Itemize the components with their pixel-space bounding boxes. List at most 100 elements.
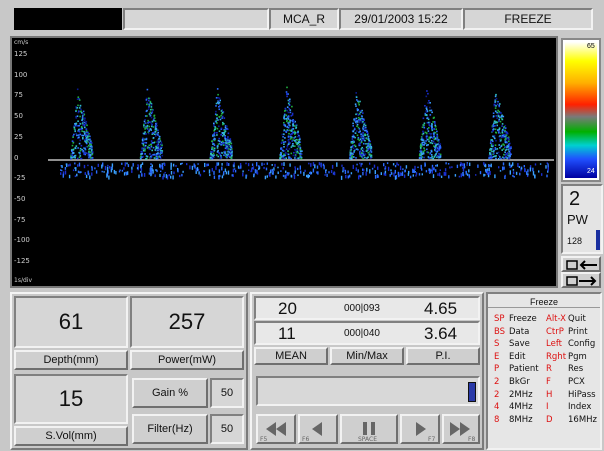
key-action: PCX bbox=[568, 377, 585, 387]
key-code: D bbox=[546, 414, 553, 425]
key-code: Rght bbox=[546, 351, 567, 362]
fast-forward-key-label: F8 bbox=[468, 436, 476, 443]
scroll-right-button[interactable] bbox=[561, 272, 601, 288]
key-action: BkGr bbox=[509, 377, 530, 387]
step-forward-icon bbox=[416, 422, 426, 436]
key-code: BS bbox=[494, 326, 506, 337]
cardiac-cycle bbox=[131, 88, 200, 180]
step-back-icon bbox=[312, 422, 322, 436]
key-action: Save bbox=[509, 339, 530, 350]
key-legend-row: P Patient R Res bbox=[494, 364, 596, 375]
pause-icon bbox=[363, 422, 375, 435]
diastolic-minmax: 000|040 bbox=[344, 328, 380, 339]
systolic-minmax: 000|093 bbox=[344, 303, 380, 314]
key-code: I bbox=[546, 402, 549, 413]
sample-value: 128 bbox=[567, 236, 583, 246]
gate-number: 2 bbox=[569, 188, 581, 210]
key-code: E bbox=[494, 351, 500, 362]
step-back-button[interactable]: F6 bbox=[298, 414, 338, 444]
gate-mode: PW bbox=[567, 212, 588, 227]
mode-label: FREEZE bbox=[463, 8, 593, 30]
y-tick-label: 100 bbox=[14, 70, 28, 79]
systolic-value: 20 bbox=[278, 299, 297, 318]
key-legend-title: Freeze bbox=[488, 296, 600, 308]
cardiac-cycle bbox=[340, 92, 410, 180]
key-action: 16MHz bbox=[568, 414, 598, 425]
power-button[interactable]: Power(mW) bbox=[130, 350, 244, 370]
key-action: 2MHz bbox=[509, 389, 533, 400]
rewind-key-label: F5 bbox=[260, 436, 268, 443]
key-code: R bbox=[546, 364, 552, 375]
power-value: 257 bbox=[130, 296, 244, 348]
key-action: Print bbox=[568, 326, 588, 337]
y-tick-label: 25 bbox=[14, 132, 23, 141]
pause-button[interactable]: SPACE bbox=[340, 414, 398, 444]
y-tick-label: -50 bbox=[14, 194, 26, 203]
measurement-row-2: 11 000|040 3.64 bbox=[254, 321, 480, 345]
rewind-icon bbox=[266, 422, 286, 436]
key-action: Data bbox=[509, 326, 530, 337]
y-tick-label: -100 bbox=[14, 236, 30, 245]
y-tick-label: -75 bbox=[14, 215, 26, 224]
fast-forward-button[interactable]: F8 bbox=[442, 414, 480, 444]
level-indicator bbox=[596, 230, 600, 250]
y-tick-label: 50 bbox=[14, 112, 23, 121]
diastolic-value: 11 bbox=[278, 324, 296, 343]
key-legend-row: E Edit Rght Pgm bbox=[494, 352, 596, 363]
step-forward-button[interactable]: F7 bbox=[400, 414, 440, 444]
key-action: Patient bbox=[509, 364, 539, 375]
measurement-row-1: 20 000|093 4.65 bbox=[254, 296, 480, 320]
key-legend-row: 8 8MHz D 16MHz bbox=[494, 414, 598, 426]
cardiac-cycle bbox=[199, 88, 271, 180]
time-label: 1s/div bbox=[14, 277, 32, 284]
key-code: SP bbox=[494, 314, 505, 324]
depth-button[interactable]: Depth(mm) bbox=[14, 350, 128, 370]
pi-max-value: 4.65 bbox=[424, 299, 458, 318]
mean-button[interactable]: MEAN bbox=[254, 347, 328, 365]
key-legend-row: 2 BkGr F PCX bbox=[494, 377, 596, 388]
doppler-spectrum[interactable]: cm/s 125 100 75 50 25 0 -25 -50 -75 -100 -125 1s/d… bbox=[10, 36, 558, 288]
key-legend-row: BS Data CtrP Print bbox=[494, 327, 596, 338]
key-action: Edit bbox=[509, 351, 526, 362]
playback-scrollbar[interactable] bbox=[256, 376, 480, 406]
y-tick-label: -25 bbox=[14, 174, 26, 183]
color-scale-min: 24 bbox=[587, 168, 595, 175]
key-action: Index bbox=[568, 402, 592, 413]
unit-label: cm/s bbox=[14, 39, 29, 46]
key-code: 8 bbox=[494, 414, 500, 425]
cardiac-cycle bbox=[479, 93, 549, 180]
key-code: Alt-X bbox=[546, 314, 566, 324]
pi-min-value: 3.64 bbox=[424, 324, 458, 343]
gain-value: 50 bbox=[210, 378, 244, 408]
key-action: Pgm bbox=[568, 351, 587, 362]
pause-key-label: SPACE bbox=[358, 436, 378, 443]
key-action: Quit bbox=[568, 314, 586, 324]
scrollbar-thumb[interactable] bbox=[468, 382, 476, 402]
minmax-button[interactable]: Min/Max bbox=[330, 347, 404, 365]
arrow-left-icon bbox=[566, 260, 597, 270]
rewind-button[interactable]: F5 bbox=[256, 414, 296, 444]
measurements-panel: 20 000|093 4.65 11 000|040 3.64 MEAN Min… bbox=[250, 292, 484, 450]
probe-label: MCA_R bbox=[269, 8, 339, 30]
key-legend-row: 2 2MHz H HiPass bbox=[494, 390, 596, 401]
filter-button[interactable]: Filter(Hz) bbox=[132, 414, 208, 444]
svol-button[interactable]: S.Vol(mm) bbox=[14, 426, 128, 446]
scroll-left-button[interactable] bbox=[561, 256, 601, 272]
key-legend-row: S Save Left Config bbox=[494, 339, 596, 350]
key-action: 4MHz bbox=[509, 402, 533, 413]
key-code: 4 bbox=[494, 402, 500, 413]
patient-name-box bbox=[14, 8, 122, 30]
y-tick-label: 125 bbox=[14, 50, 28, 58]
key-code: 2 bbox=[494, 377, 500, 387]
key-code: H bbox=[546, 389, 553, 400]
pi-button[interactable]: P.I. bbox=[406, 347, 480, 365]
y-tick-label: 0 bbox=[14, 153, 19, 162]
cardiac-cycle bbox=[409, 90, 479, 179]
step-forward-key-label: F7 bbox=[428, 436, 436, 443]
y-tick-label: 75 bbox=[14, 91, 23, 100]
key-code: S bbox=[494, 339, 500, 350]
cardiac-cycle bbox=[269, 86, 338, 180]
svol-value: 15 bbox=[14, 374, 128, 424]
gain-button[interactable]: Gain % bbox=[132, 378, 208, 408]
key-legend-row: SP Freeze Alt-X Quit bbox=[494, 314, 596, 325]
